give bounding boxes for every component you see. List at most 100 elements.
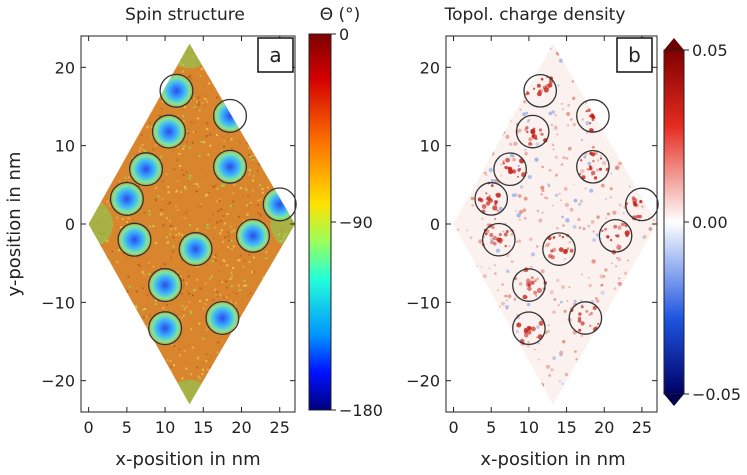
charge-spot — [492, 205, 498, 211]
charge-spot — [588, 167, 593, 171]
skyrmion-circle — [576, 149, 610, 184]
texture-speck — [200, 203, 202, 206]
texture-speck — [200, 68, 203, 71]
texture-speck — [167, 191, 170, 194]
texture-speck — [223, 145, 225, 148]
texture-speck — [198, 322, 201, 325]
skyrmion-core — [212, 149, 248, 185]
texture-speck — [496, 209, 499, 212]
texture-speck — [204, 97, 207, 100]
texture-speck — [500, 301, 506, 306]
texture-speck — [128, 285, 131, 288]
texture-speck — [252, 190, 255, 193]
charge-spot — [609, 238, 613, 242]
texture-speck — [585, 121, 590, 126]
texture-speck — [204, 174, 207, 177]
texture-speck — [252, 155, 255, 157]
texture-speck — [522, 112, 527, 117]
texture-speck — [176, 179, 179, 182]
texture-speck — [266, 186, 269, 189]
texture-speck — [180, 293, 183, 295]
skyrmion-circle — [568, 301, 603, 335]
texture-speck — [248, 253, 250, 256]
texture-speck — [509, 142, 513, 146]
texture-speck — [249, 292, 252, 295]
texture-speck — [169, 201, 172, 204]
charge-spot — [479, 198, 484, 203]
texture-speck — [154, 144, 157, 147]
texture-speck — [528, 118, 531, 121]
texture-speck — [231, 291, 234, 294]
texture-speck — [248, 173, 251, 176]
texture-speck — [216, 295, 219, 298]
texture-speck — [214, 288, 217, 291]
texture-speck — [200, 308, 203, 311]
texture-speck — [232, 245, 235, 248]
texture-speck — [214, 254, 217, 257]
texture-speck — [196, 278, 199, 281]
texture-speck — [223, 140, 226, 143]
texture-speck — [186, 179, 189, 182]
texture-speck — [518, 194, 522, 198]
texture-speck — [579, 199, 584, 203]
y-axis: −20 −10 0 10 20 — [406, 58, 657, 391]
texture-speck — [121, 218, 124, 220]
texture-speck — [210, 275, 213, 278]
charge-spot — [585, 310, 589, 313]
texture-speck — [189, 74, 192, 77]
texture-speck — [182, 279, 185, 282]
texture-speck — [230, 239, 233, 242]
charge-spot — [604, 227, 607, 231]
texture-speck — [514, 193, 518, 197]
y-tick-label: 20 — [55, 58, 75, 77]
texture-speck — [187, 75, 190, 78]
texture-speck — [265, 257, 268, 260]
skyrmion-circle — [481, 222, 516, 257]
texture-speck — [207, 192, 210, 195]
texture-speck — [559, 353, 563, 357]
texture-speck — [175, 234, 178, 237]
texture-speck — [176, 209, 179, 211]
texture-speck — [237, 259, 240, 262]
y-tick-label: −20 — [41, 372, 75, 391]
charge-spot — [489, 233, 494, 237]
texture-speck — [488, 267, 491, 270]
texture-speck — [173, 345, 176, 347]
texture-speck — [505, 305, 509, 309]
charge-spot — [590, 312, 593, 315]
charge-spot — [533, 127, 536, 130]
texture-speck — [216, 96, 219, 99]
texture-speck — [547, 184, 551, 188]
texture-speck — [167, 241, 170, 244]
texture-speck — [189, 310, 192, 313]
texture-speck — [536, 245, 539, 248]
texture-speck — [488, 194, 491, 197]
texture-speck — [247, 295, 250, 298]
texture-speck — [230, 271, 233, 274]
texture-speck — [165, 173, 168, 176]
texture-speck — [529, 265, 533, 269]
texture-speck — [141, 144, 144, 147]
texture-speck — [215, 183, 218, 186]
texture-speck — [519, 185, 524, 189]
texture-speck — [161, 180, 164, 183]
skyrmion-circle — [148, 311, 183, 346]
texture-speck — [510, 260, 514, 263]
texture-speck — [155, 186, 158, 189]
texture-speck — [609, 187, 613, 191]
texture-speck — [519, 108, 522, 111]
texture-speck — [232, 266, 235, 269]
colorbar-ticks: 0.05 0.00 −0.05 — [684, 41, 741, 404]
texture-speck — [222, 258, 225, 261]
texture-speck — [147, 264, 150, 267]
texture-speck — [207, 359, 210, 362]
texture-speck — [226, 212, 229, 215]
texture-speck — [217, 210, 220, 213]
texture-speck — [563, 187, 568, 191]
charge-spot — [569, 248, 574, 253]
texture-speck — [550, 368, 554, 372]
texture-speck — [170, 228, 173, 231]
texture-speck — [623, 212, 625, 214]
texture-speck — [167, 186, 170, 188]
panel-label-box — [616, 37, 653, 73]
